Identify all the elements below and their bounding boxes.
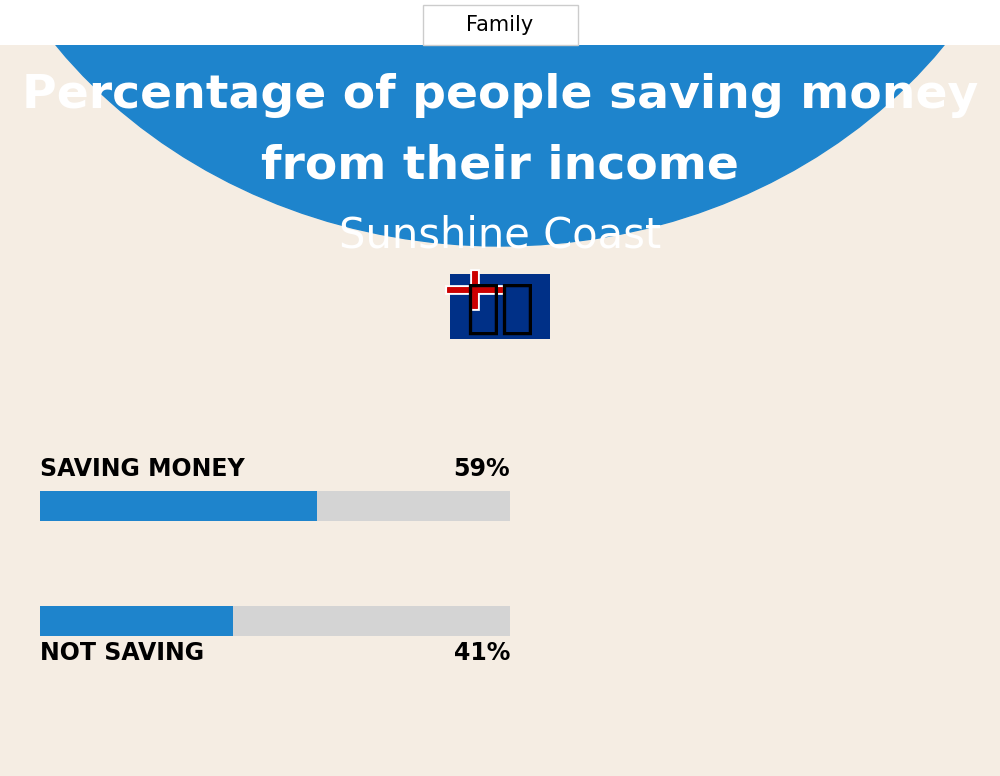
Text: Sunshine Coast: Sunshine Coast <box>339 215 661 257</box>
Text: Percentage of people saving money: Percentage of people saving money <box>22 74 978 119</box>
Bar <box>40 606 233 636</box>
Text: Family: Family <box>466 15 534 35</box>
Text: NOT SAVING: NOT SAVING <box>40 641 204 665</box>
Bar <box>40 606 510 636</box>
Text: 🇦🇺: 🇦🇺 <box>465 279 535 337</box>
Bar <box>40 491 317 521</box>
Bar <box>450 273 550 338</box>
Text: SAVING MONEY: SAVING MONEY <box>40 457 245 481</box>
Ellipse shape <box>0 0 1000 246</box>
Bar <box>0 0 1000 45</box>
Text: 41%: 41% <box>454 641 510 665</box>
FancyBboxPatch shape <box>422 5 578 45</box>
Text: from their income: from their income <box>261 144 739 189</box>
Bar <box>40 491 510 521</box>
Text: 59%: 59% <box>453 457 510 481</box>
Bar <box>450 273 500 306</box>
